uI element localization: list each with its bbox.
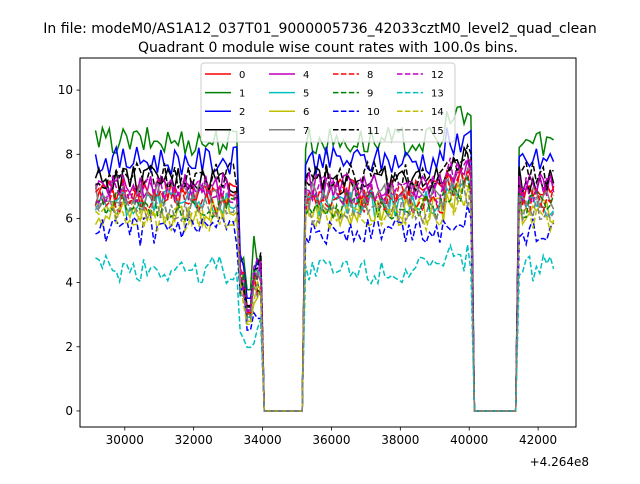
chart-title: Quadrant 0 module wise count rates with …	[138, 40, 518, 56]
legend-label-12: 12	[431, 70, 444, 81]
y-tick-label: 4	[65, 276, 73, 290]
legend-label-7: 7	[303, 126, 309, 137]
series-line-10	[95, 204, 555, 412]
series-line-14	[94, 188, 555, 412]
legend-label-9: 9	[367, 89, 373, 100]
legend-box	[200, 62, 456, 143]
legend-label-1: 1	[239, 89, 245, 100]
legend-label-6: 6	[303, 107, 309, 118]
y-tick-label: 8	[65, 147, 73, 161]
x-tick-label: 42000	[519, 433, 557, 447]
legend-label-0: 0	[239, 70, 245, 81]
x-tick-label: 34000	[243, 433, 281, 447]
legend-label-3: 3	[239, 126, 245, 137]
legend-label-11: 11	[367, 126, 380, 137]
axes-frame	[79, 57, 577, 428]
y-tick-label: 6	[65, 211, 73, 225]
legend-label-13: 13	[431, 89, 444, 100]
y-tick-label: 2	[65, 340, 73, 354]
legend-label-4: 4	[303, 70, 309, 81]
legend-label-5: 5	[303, 89, 309, 100]
legend-label-10: 10	[367, 107, 380, 118]
series-line-15	[94, 178, 555, 412]
chart-suptitle: In file: modeM0/AS1A12_037T01_9000005736…	[43, 21, 596, 37]
series-line-8	[94, 167, 555, 412]
legend-label-8: 8	[367, 70, 373, 81]
legend-label-15: 15	[431, 126, 444, 137]
legend-label-2: 2	[239, 107, 245, 118]
plot-area: 30000 32000 34000 36000 38000 40000 42000 0 2 4 6 8…	[58, 57, 577, 447]
series-line-2	[94, 127, 555, 412]
legend-label-14: 14	[431, 107, 444, 118]
x-tick-label: 30000	[106, 433, 144, 447]
y-tick-label: 10	[58, 83, 73, 97]
x-tick-label: 38000	[381, 433, 419, 447]
x-tick-label: 32000	[175, 433, 213, 447]
x-tick-label: 36000	[312, 433, 350, 447]
series-line-13	[95, 242, 555, 412]
x-axis-offset-label: +4.264e8	[530, 455, 589, 469]
y-tick-label: 0	[65, 404, 73, 418]
x-tick-label: 40000	[450, 433, 488, 447]
series-line-12	[95, 157, 555, 412]
